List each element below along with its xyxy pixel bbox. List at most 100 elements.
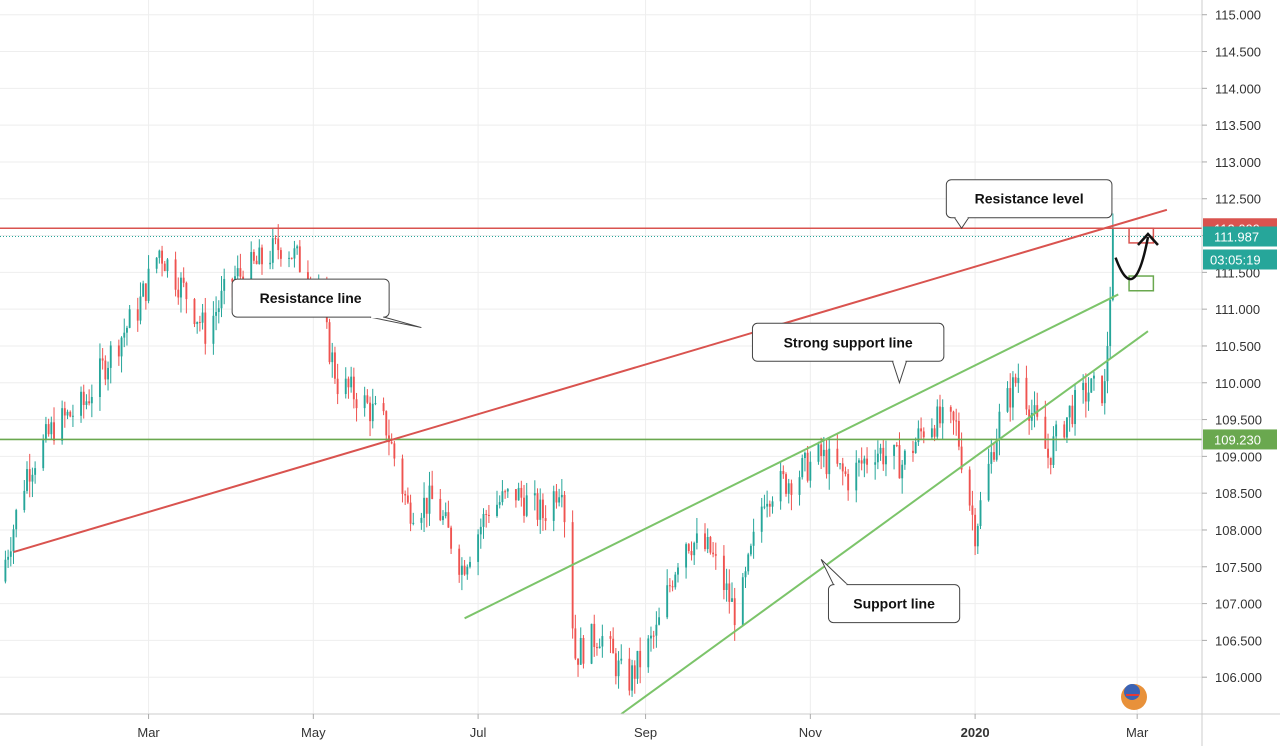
candle-body: [596, 646, 598, 649]
callout-resistance-level[interactable]: Resistance level: [945, 179, 1113, 230]
candle-body: [355, 399, 358, 409]
candle-body: [987, 463, 990, 501]
candle-body: [161, 250, 164, 264]
candle-body: [9, 551, 12, 557]
candle-body: [520, 487, 523, 498]
logo-stripe: [1126, 694, 1139, 696]
candle-body: [104, 360, 107, 380]
candle-body: [828, 448, 831, 475]
callout-support-line[interactable]: Support line: [820, 559, 961, 624]
candle-body: [136, 309, 139, 321]
candle-body: [771, 501, 774, 507]
candle-body: [617, 660, 620, 677]
logo-flag-icon: [1124, 684, 1140, 700]
candle-body: [612, 638, 615, 654]
candle-body: [733, 598, 736, 626]
candle-body: [274, 238, 277, 240]
candle-body: [941, 407, 944, 424]
candle-body: [193, 299, 196, 325]
candle-body: [496, 504, 498, 516]
candle-body: [174, 259, 177, 290]
candle-body: [614, 653, 617, 677]
strong-support-trend-line[interactable]: [464, 293, 1119, 620]
annotations[interactable]: Resistance level Resistance line Strong su…: [231, 179, 1113, 624]
candle-body: [61, 408, 64, 441]
candle-body: [158, 250, 161, 258]
candle-body: [874, 462, 877, 465]
callout-resistance-line[interactable]: Resistance line: [231, 278, 422, 329]
candle-body: [979, 500, 982, 527]
candle-body: [409, 502, 412, 524]
candle-body: [712, 552, 715, 555]
callout-label: Support line: [853, 596, 935, 612]
candle-body: [766, 503, 769, 507]
candle-body: [1047, 448, 1049, 458]
candlestick-series: [4, 213, 1114, 697]
candle-body: [633, 665, 636, 679]
countdown-label: 03:05:19: [1210, 253, 1261, 268]
candle-body: [577, 658, 579, 665]
candle-body: [668, 585, 671, 587]
candle-body: [90, 396, 93, 404]
candle-body: [117, 345, 120, 357]
candle-body: [912, 450, 914, 454]
trend-lines[interactable]: [13, 208, 1168, 715]
candle-body: [85, 401, 88, 405]
candle-body: [204, 312, 207, 344]
candle-body: [806, 452, 809, 481]
callout-label: Strong support line: [784, 334, 913, 350]
resistance-trend-line[interactable]: [13, 208, 1168, 554]
candle-body: [366, 395, 369, 403]
candle-body: [142, 283, 145, 297]
candle-body: [107, 367, 109, 380]
candle-body: [236, 268, 239, 277]
y-tick-label: 109.500: [1215, 413, 1262, 428]
candle-body: [787, 483, 790, 494]
target-boxes[interactable]: [1114, 227, 1159, 292]
candle-body: [450, 527, 453, 549]
callout-pointer: [370, 316, 422, 329]
candle-body: [1055, 424, 1058, 437]
candle-body: [822, 449, 825, 457]
candle-body: [234, 276, 236, 282]
candle-body: [825, 449, 828, 475]
candle-body: [841, 463, 844, 472]
price-badge: [1203, 226, 1277, 247]
callout-strong-support-line[interactable]: Strong support line: [751, 322, 945, 385]
candle-body: [239, 268, 242, 277]
support-trend-line[interactable]: [620, 330, 1149, 715]
candle-body: [552, 491, 555, 521]
candle-body: [1109, 299, 1112, 347]
candle-body: [369, 402, 371, 422]
candle-body: [279, 250, 282, 259]
candle-body: [363, 395, 366, 409]
candle-body: [196, 321, 199, 325]
candle-body: [1014, 377, 1017, 384]
candle-body: [847, 473, 850, 491]
candle-body: [352, 376, 355, 400]
candle-body: [80, 391, 82, 416]
candle-body: [652, 635, 655, 637]
target-box-lower[interactable]: [1128, 275, 1155, 292]
candle-body: [350, 376, 353, 388]
candle-body: [439, 498, 442, 521]
candle-body: [920, 428, 923, 432]
candle-body: [598, 646, 601, 649]
candle-body: [876, 453, 879, 463]
candle-body: [801, 458, 804, 478]
candle-body: [217, 308, 220, 313]
candle-body: [347, 378, 350, 388]
candle-body: [98, 358, 101, 397]
candle-body: [760, 506, 763, 532]
candle-body: [393, 443, 396, 459]
candle-body: [442, 516, 444, 521]
projection-curve[interactable]: [1114, 236, 1150, 281]
candle-body: [971, 505, 974, 515]
candle-body: [401, 458, 404, 494]
candle-body: [177, 289, 180, 298]
candle-body: [536, 493, 539, 520]
candle-body: [498, 502, 501, 505]
candle-body: [893, 445, 896, 456]
